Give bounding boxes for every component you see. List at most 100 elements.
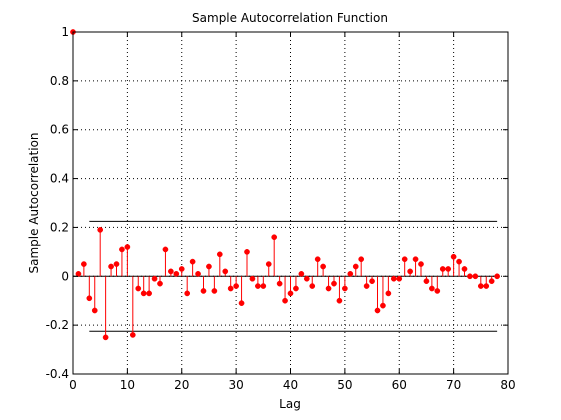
y-tick-label: 0.6 xyxy=(50,123,69,137)
stem-marker xyxy=(412,256,419,263)
stem-marker xyxy=(81,261,87,267)
stem-marker xyxy=(249,275,256,282)
x-tick-label: 80 xyxy=(500,378,515,392)
y-tick-label: 1 xyxy=(61,25,69,39)
stem-marker xyxy=(113,261,120,267)
stem-marker xyxy=(396,275,403,282)
stem-marker xyxy=(195,270,201,277)
stem-marker xyxy=(358,256,365,263)
stem-marker xyxy=(140,290,147,297)
stem-marker xyxy=(119,246,125,253)
stem-marker xyxy=(390,275,397,282)
stem-marker xyxy=(184,290,191,297)
stem-marker xyxy=(331,280,337,287)
x-axis-label: Lag xyxy=(279,397,301,411)
stem-marker xyxy=(336,297,343,304)
stem-marker xyxy=(265,261,272,267)
grid-layer xyxy=(73,32,508,374)
stem-marker xyxy=(168,268,174,275)
stem-marker xyxy=(309,283,316,289)
stem-marker xyxy=(86,295,93,302)
stem-marker xyxy=(211,288,218,294)
x-tick-label: 50 xyxy=(337,378,352,392)
stem-marker xyxy=(206,263,212,270)
stem-marker xyxy=(483,283,490,289)
confidence-bounds xyxy=(89,220,498,332)
y-axis-label: Sample Autocorrelation xyxy=(27,132,41,273)
tick-layer: 0 10 20 30 40 50 60 70 80 -0.4 -0.2 0 0.2 0.4 0.6 0.8 1 xyxy=(46,25,516,392)
stem-marker xyxy=(369,278,375,285)
stem-marker xyxy=(238,300,245,307)
stem-marker xyxy=(244,249,250,255)
y-tick-label: 0 xyxy=(61,269,69,283)
stem-marker xyxy=(227,285,234,292)
stem-marker xyxy=(129,332,136,338)
stem-marker xyxy=(287,290,294,297)
x-tick-label: 0 xyxy=(69,378,77,392)
stem-marker xyxy=(325,285,332,292)
stem-marker xyxy=(418,261,424,267)
stem-marker xyxy=(385,290,392,297)
stem-marker xyxy=(314,256,321,263)
x-tick-label: 30 xyxy=(228,378,243,392)
stem-marker xyxy=(189,258,196,265)
x-tick-label: 70 xyxy=(446,378,461,392)
stem-marker xyxy=(173,270,180,277)
x-tick-label: 10 xyxy=(120,378,135,392)
stem-marker xyxy=(467,273,473,280)
plot-area-frame xyxy=(72,31,509,375)
stem-marker xyxy=(298,270,305,277)
stem-marker xyxy=(352,263,359,270)
stem-marker xyxy=(461,266,468,272)
stem-marker xyxy=(380,302,386,309)
stem-marker xyxy=(135,285,142,292)
stem-marker xyxy=(91,307,98,314)
stem-marker xyxy=(374,307,381,314)
stem-marker xyxy=(342,285,348,292)
stem-marker xyxy=(260,283,267,289)
stem-marker xyxy=(200,288,207,294)
stem-marker xyxy=(157,280,163,287)
stem-marker xyxy=(293,285,299,292)
stem-marker xyxy=(429,285,435,292)
stem-marker xyxy=(75,270,82,277)
stem-marker xyxy=(97,227,104,233)
stem-marker xyxy=(216,251,223,258)
stem-marker xyxy=(472,273,479,280)
stem-marker xyxy=(347,270,354,277)
stem-marker xyxy=(146,290,152,297)
y-tick-label: 0.2 xyxy=(50,220,69,234)
x-tick-label: 60 xyxy=(392,378,407,392)
stem-marker xyxy=(423,278,430,285)
stem-marker xyxy=(401,256,408,263)
stem-layer xyxy=(70,29,500,341)
y-tick-label: 0.4 xyxy=(50,172,69,186)
stem-marker xyxy=(363,283,370,289)
stem-marker xyxy=(450,253,457,260)
stem-marker xyxy=(407,268,413,275)
x-tick-label: 40 xyxy=(283,378,298,392)
stem-marker xyxy=(222,268,229,275)
stem-marker xyxy=(233,283,239,289)
stem-marker xyxy=(276,280,283,287)
stem-marker xyxy=(477,283,484,289)
stem-marker xyxy=(124,244,131,250)
stem-marker xyxy=(303,275,310,282)
stem-marker xyxy=(162,246,169,253)
chart-title: Sample Autocorrelation Function xyxy=(192,11,388,25)
y-tick-label: 0.8 xyxy=(50,74,69,88)
stem-marker xyxy=(488,278,495,285)
stem-marker xyxy=(320,263,326,270)
stem-marker xyxy=(494,273,500,280)
stem-marker xyxy=(439,266,446,272)
stem-marker xyxy=(178,266,185,272)
stem-marker xyxy=(108,263,114,270)
stem-marker xyxy=(255,283,261,289)
stem-marker xyxy=(434,288,441,294)
y-tick-label: -0.2 xyxy=(46,318,69,332)
stem-marker xyxy=(151,275,158,282)
x-tick-label: 20 xyxy=(174,378,189,392)
stem-marker xyxy=(102,334,109,341)
